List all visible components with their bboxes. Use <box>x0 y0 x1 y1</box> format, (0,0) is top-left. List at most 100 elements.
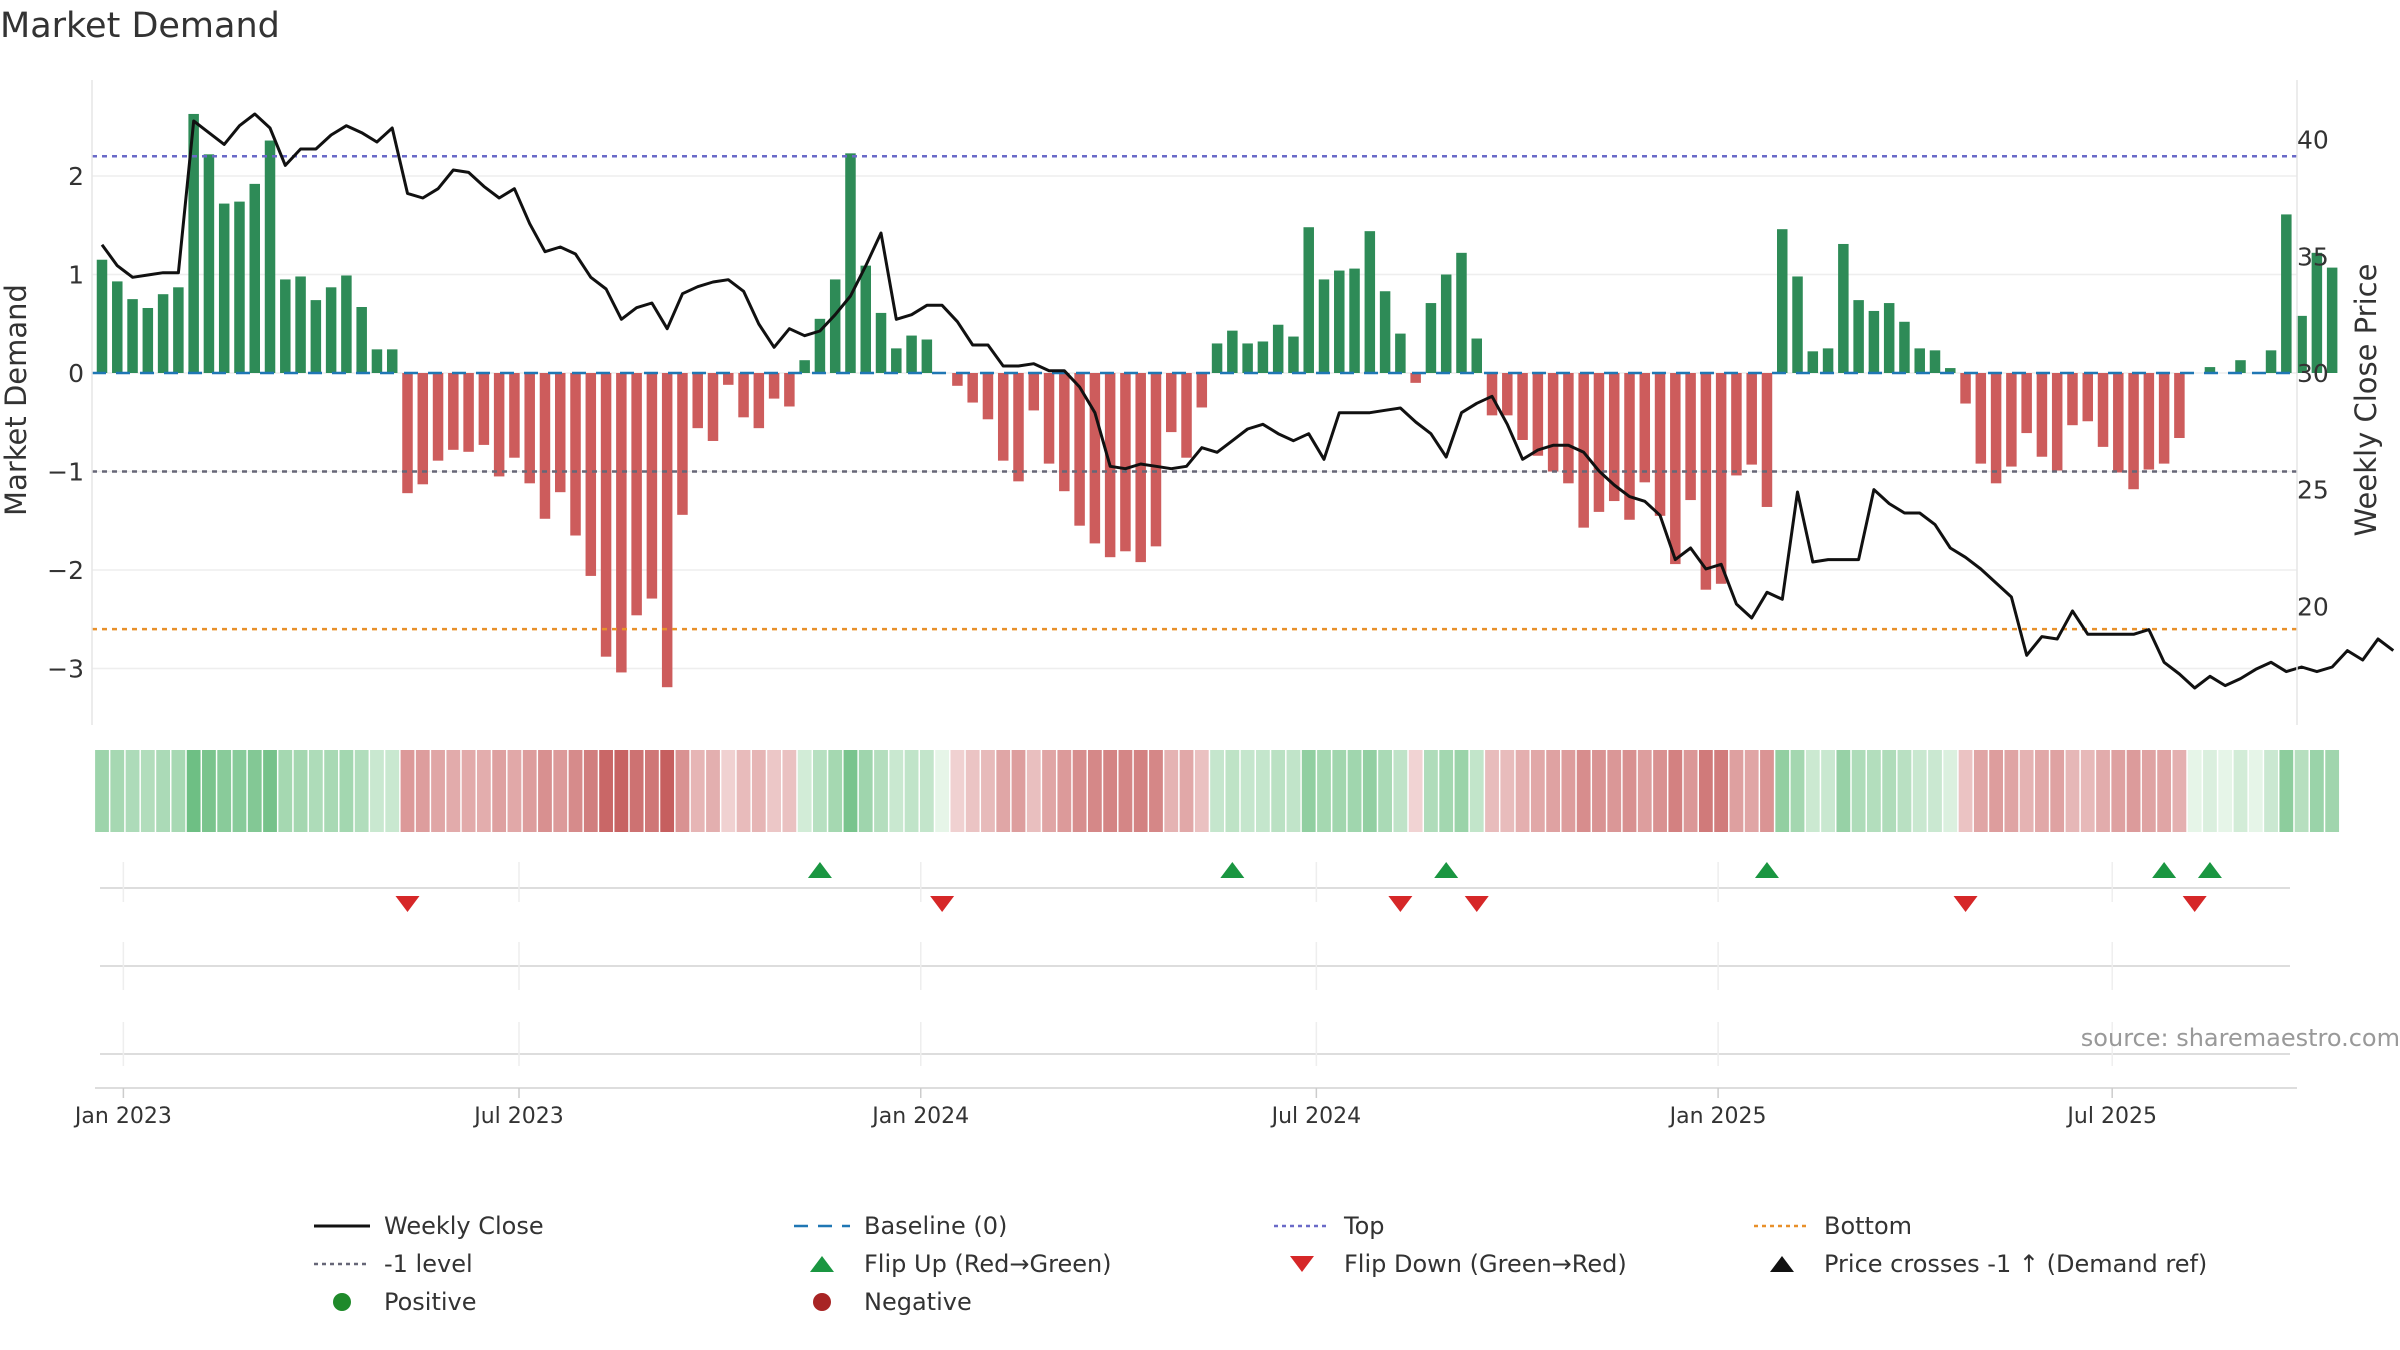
negative-bar <box>1960 373 1971 404</box>
heat-cell <box>1928 750 1942 832</box>
heat-cell <box>293 750 308 832</box>
heat-cell <box>1500 750 1515 832</box>
negative-bar <box>1563 373 1574 484</box>
y2-axis-label: Weekly Close Price <box>2349 264 2383 537</box>
negative-bar <box>661 373 673 688</box>
heat-cell <box>324 750 339 832</box>
negative-bar <box>2143 373 2155 470</box>
signal-panel <box>95 862 2297 1089</box>
heat-cell <box>889 750 904 832</box>
demand-bars <box>96 113 2338 688</box>
positive-bar <box>891 348 902 373</box>
y2-axis-ticks: 40 35 30 25 20 <box>2297 126 2329 622</box>
heat-cell <box>2172 750 2187 832</box>
negative-bar <box>997 373 1009 461</box>
negative-bar <box>677 373 688 515</box>
negative-bar <box>1410 373 1421 383</box>
negative-bar <box>478 373 490 445</box>
negative-bar <box>1135 373 1146 563</box>
heat-cell <box>675 750 690 832</box>
legend-label: Price crosses -1 ↑ (Demand ref) <box>1824 1250 2208 1278</box>
negative-bar <box>1166 373 1177 433</box>
market-demand-chart: 2 1 0 −1 −2 −3 40 35 30 25 20 Market Demand Weekl… <box>0 80 2395 1129</box>
heat-cell <box>2279 750 2294 832</box>
dotted-line-swatch-icon <box>314 1262 370 1266</box>
heat-cell <box>1469 750 1484 832</box>
heat-cell <box>1454 750 1469 832</box>
heat-cell <box>1118 750 1133 832</box>
negative-bar <box>1059 373 1070 492</box>
negative-bar <box>570 373 581 536</box>
positive-bar <box>1868 310 1880 373</box>
heat-cell <box>1103 750 1118 832</box>
heat-cell <box>538 750 552 832</box>
heat-cell <box>247 750 262 832</box>
positive-bar <box>1883 303 1895 373</box>
positive-bar <box>1211 343 1223 373</box>
flip-down-marker <box>1953 896 1978 912</box>
flip-down-marker <box>395 896 420 912</box>
negative-bar <box>1639 373 1651 483</box>
positive-bar <box>1853 300 1864 373</box>
positive-bar <box>1914 348 1925 373</box>
circle-icon <box>333 1293 351 1311</box>
negative-bar <box>1975 373 1987 464</box>
heat-cell <box>736 750 751 832</box>
negative-bar <box>2128 373 2139 490</box>
heat-cell <box>1958 750 1973 832</box>
heat-cell <box>1989 750 2003 832</box>
heat-cell <box>1179 750 1194 832</box>
heat-cell <box>492 750 507 832</box>
heat-cell <box>1882 750 1897 832</box>
heat-cell <box>1332 750 1347 832</box>
negative-bar <box>524 373 535 484</box>
heat-cell <box>645 750 659 832</box>
positive-bar <box>1838 243 1849 373</box>
source-credit: source: sharemaestro.com <box>2080 1024 2400 1052</box>
heat-cell <box>339 750 354 832</box>
positive-bar <box>1425 303 1437 373</box>
positive-bar <box>203 154 215 373</box>
positive-bar <box>1792 276 1803 373</box>
legend-weekly-close: Weekly Close <box>312 1212 544 1240</box>
positive-bar <box>1257 341 1269 373</box>
positive-bar <box>845 153 856 373</box>
heat-cell <box>935 750 950 832</box>
heat-cell <box>400 750 415 832</box>
positive-bar <box>356 307 367 373</box>
heat-cell <box>446 750 461 832</box>
x-tick-label: Jul 2025 <box>2065 1104 2157 1129</box>
heat-cell <box>1821 750 1835 832</box>
heat-cell <box>2233 750 2248 832</box>
heat-cell <box>1301 750 1316 832</box>
heat-cell <box>415 750 430 832</box>
heat-cell <box>2096 750 2110 832</box>
heat-cell <box>1714 750 1729 832</box>
heat-cell <box>476 750 491 832</box>
heat-cell <box>1378 750 1392 832</box>
y2-tick-label: 35 <box>2297 242 2329 271</box>
y2-tick-label: 20 <box>2297 592 2329 621</box>
chart-title: Market Demand <box>0 6 280 46</box>
negative-bar <box>982 373 994 420</box>
positive-bar <box>1440 274 1452 373</box>
positive-bar <box>2204 367 2216 373</box>
heat-cell <box>2019 750 2034 832</box>
negative-bar <box>2097 373 2109 447</box>
negative-bar <box>432 373 444 461</box>
negative-bar <box>784 373 795 407</box>
legend-baseline: Baseline (0) <box>792 1212 1007 1240</box>
x-tick-label: Jul 2024 <box>1270 1104 1362 1129</box>
heat-cell <box>813 750 827 832</box>
negative-bar <box>753 373 765 429</box>
heat-cell <box>171 750 186 832</box>
heat-cell <box>965 750 980 832</box>
heat-cell <box>706 750 720 832</box>
negative-bar <box>463 373 474 452</box>
heat-cell <box>1515 750 1530 832</box>
heat-cell <box>2050 750 2065 832</box>
heat-cell <box>2294 750 2309 832</box>
heat-cell <box>2264 750 2278 832</box>
legend-label: Bottom <box>1824 1212 1913 1240</box>
positive-bar <box>1227 330 1238 373</box>
